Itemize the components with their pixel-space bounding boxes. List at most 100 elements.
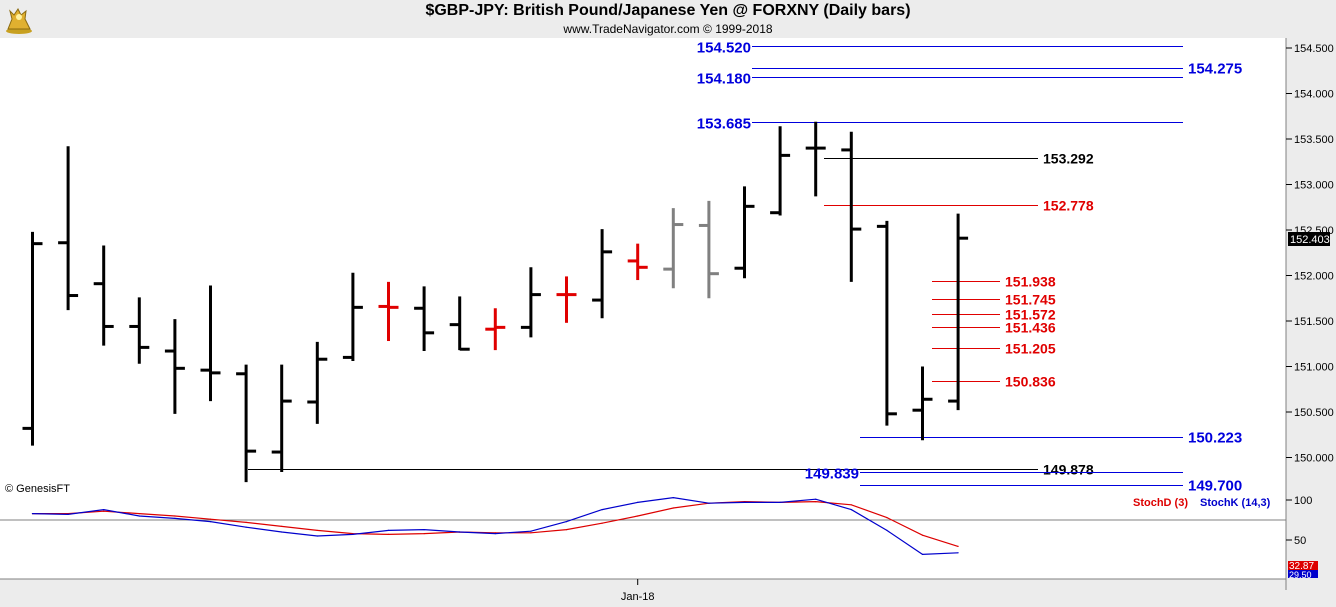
stoch-point xyxy=(67,513,69,516)
level-label: 150.836 xyxy=(1005,374,1056,390)
level-label: 151.572 xyxy=(1005,307,1056,323)
copyright-label: © GenesisFT xyxy=(5,483,70,495)
level-label: 152.778 xyxy=(1043,198,1094,214)
ohlc-bar xyxy=(271,364,292,473)
price-tick-label: 151.000 xyxy=(1294,362,1334,374)
ohlc-bar xyxy=(307,341,328,424)
ohlc-bar xyxy=(93,245,114,346)
stoch-point xyxy=(815,498,817,500)
stoch-point xyxy=(637,515,639,517)
stoch-point xyxy=(174,515,176,517)
stoch-point xyxy=(957,552,959,554)
stoch-point xyxy=(316,535,318,537)
stoch-point xyxy=(281,531,283,533)
ohlc-bar xyxy=(164,319,185,414)
stoch-point xyxy=(103,510,105,512)
ohlc-bar xyxy=(556,276,577,323)
ohlc-bar xyxy=(698,200,719,299)
ohlc-bar xyxy=(58,146,79,311)
stoch-point xyxy=(779,501,781,503)
ohlc-bar xyxy=(129,297,150,364)
golden-bull-logo-icon xyxy=(4,3,34,40)
stoch-point xyxy=(672,507,674,509)
level-label: 151.938 xyxy=(1005,274,1056,290)
stoch-point xyxy=(565,521,568,523)
stoch-tick-label: 100 xyxy=(1294,495,1312,507)
x-tick-label: Jan-18 xyxy=(621,591,655,603)
ohlc-bar xyxy=(414,286,435,352)
level-label: 153.292 xyxy=(1043,151,1094,167)
stoch-point xyxy=(209,521,212,523)
chart-header xyxy=(0,0,1336,38)
stoch-point xyxy=(637,501,639,503)
level-label: 150.223 xyxy=(1188,430,1242,447)
stoch-point xyxy=(31,513,34,515)
price-tick-label: 153.500 xyxy=(1294,134,1334,146)
stochastic-lines xyxy=(31,496,959,556)
stoch-point xyxy=(138,515,140,517)
level-label: 154.180 xyxy=(697,71,751,88)
ohlc-bar xyxy=(876,220,897,426)
ohlc-bar xyxy=(841,131,862,282)
stoch-point xyxy=(281,525,283,528)
level-label: 154.520 xyxy=(697,40,751,57)
stoch-point xyxy=(886,517,888,519)
stoch-point xyxy=(209,518,212,520)
ohlc-bar xyxy=(592,229,613,319)
level-label: 149.878 xyxy=(1043,462,1094,478)
ohlc-bar xyxy=(520,267,541,338)
stoch-point xyxy=(174,517,176,520)
ohlc-bar xyxy=(948,213,969,411)
level-label: 151.205 xyxy=(1005,341,1056,357)
price-tick-label: 154.500 xyxy=(1294,43,1334,55)
stoch-point xyxy=(601,509,603,511)
stoch-point xyxy=(601,522,603,524)
chart-title: $GBP-JPY: British Pound/Japanese Yen @ F… xyxy=(425,2,911,19)
ohlc-bar xyxy=(912,366,933,441)
price-tick-label: 153.000 xyxy=(1294,180,1334,192)
stoch-point xyxy=(316,529,318,532)
stoch-point xyxy=(850,504,852,506)
level-label: 151.436 xyxy=(1005,320,1056,336)
stochd-last-value: 32.87 xyxy=(1289,561,1314,572)
stoch-point xyxy=(387,533,390,536)
price-panel xyxy=(0,38,1286,520)
ohlc-bar xyxy=(485,308,506,351)
stoch-point xyxy=(565,529,568,531)
level-label: 154.275 xyxy=(1188,61,1242,78)
ohlc-bar xyxy=(734,186,755,279)
last-price-badge: 152.403 xyxy=(1288,232,1330,246)
ohlc-bar xyxy=(770,126,791,216)
level-label: 153.685 xyxy=(697,116,751,133)
ohlc-bar xyxy=(236,364,257,483)
stoch-point xyxy=(850,509,852,511)
stoch-point xyxy=(423,529,425,531)
level-label: 149.700 xyxy=(1188,478,1242,495)
stoch-point xyxy=(387,529,390,532)
stoch-point xyxy=(530,532,532,534)
stoch-panel xyxy=(0,520,1286,579)
stoch-point xyxy=(921,534,924,536)
stoch-point xyxy=(530,530,532,532)
stoch-point xyxy=(672,497,674,499)
stoch-point xyxy=(459,531,461,533)
ohlc-bar xyxy=(627,243,648,281)
stoch-point xyxy=(352,533,354,536)
price-tick-label: 154.000 xyxy=(1294,89,1334,101)
price-levels: 154.520 154.275 154.180 153.685 153.292 152.7… xyxy=(248,40,1242,495)
stoch-point xyxy=(815,501,817,503)
stoch-point xyxy=(957,545,959,548)
stoch-point xyxy=(921,553,924,556)
ohlc-bar xyxy=(663,208,684,289)
ohlc-bar xyxy=(378,281,399,342)
ohlc-bars xyxy=(22,121,969,483)
stoch-axis: 100 50 xyxy=(1286,495,1312,547)
price-tick-label: 150.000 xyxy=(1294,453,1334,465)
level-label: 149.839 xyxy=(805,466,859,483)
last-price-label: 152.403 xyxy=(1290,234,1330,246)
legend-stochk: StochK (14,3) xyxy=(1200,497,1271,509)
price-axis: 154.500154.000153.500153.000152.500152.0… xyxy=(1286,43,1334,465)
stoch-point xyxy=(103,509,105,511)
stoch-point xyxy=(708,502,710,504)
